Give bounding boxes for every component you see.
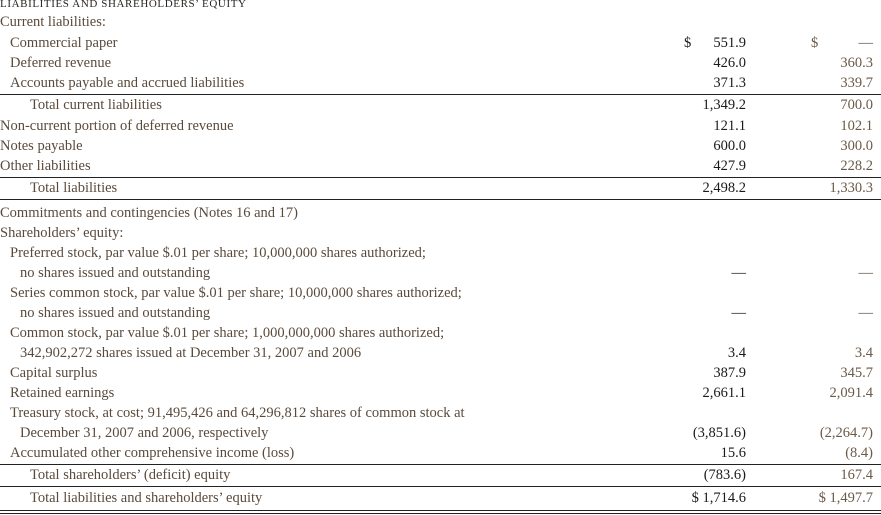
table-row: Other liabilities 427.9 228.2 <box>0 156 881 176</box>
table-row: Total liabilities and shareholders’ equi… <box>0 488 881 508</box>
value-2007: 387.9 <box>713 365 746 381</box>
table-row: Retained earnings 2,661.1 2,091.4 <box>0 383 881 403</box>
value-2006: — <box>858 305 874 321</box>
row-label: Accounts payable and accrued liabilities <box>10 75 245 91</box>
rule-divider <box>0 199 881 200</box>
row-label: no shares issued and outstanding <box>20 265 211 281</box>
value-2006: — <box>858 35 874 51</box>
row-label: Non-current portion of deferred revenue <box>0 118 234 134</box>
rule-divider <box>0 177 881 178</box>
dollar-sign: $ <box>811 35 819 51</box>
value-2006: 228.2 <box>840 158 873 174</box>
value-2007: 1,349.2 <box>702 97 747 113</box>
row-label: Preferred stock, par value $.01 per shar… <box>10 245 426 261</box>
value-2007: 2,498.2 <box>702 180 747 196</box>
value-2007: $ 1,714.6 <box>691 490 746 506</box>
value-2006: 300.0 <box>840 138 873 154</box>
row-label: Total liabilities <box>30 180 118 196</box>
table-row: Total shareholders’ (deficit) equity (783… <box>0 465 881 485</box>
value-2006: 360.3 <box>840 55 873 71</box>
value-2007: 121.1 <box>713 118 746 134</box>
row-label: Total shareholders’ (deficit) equity <box>30 467 231 483</box>
value-2006: 3.4 <box>854 345 873 361</box>
rule-divider <box>0 510 881 511</box>
row-label: Common stock, par value $.01 per share; … <box>10 325 445 341</box>
table-row: no shares issued and outstanding — — <box>0 263 881 283</box>
value-2006: 339.7 <box>840 75 873 91</box>
value-2007: — <box>731 305 747 321</box>
table-row: Common stock, par value $.01 per share; … <box>0 323 881 343</box>
value-2006: 167.4 <box>840 467 873 483</box>
row-label: Capital surplus <box>10 365 98 381</box>
value-2007: 15.6 <box>720 445 746 461</box>
row-label: Commercial paper <box>10 35 118 51</box>
value-2006: — <box>858 265 874 281</box>
table-row: Accounts payable and accrued liabilities… <box>0 73 881 93</box>
rule-divider <box>0 513 881 514</box>
row-label: Total liabilities and shareholders’ equi… <box>30 490 263 506</box>
dollar-sign: $ <box>684 35 692 51</box>
row-label: Commitments and contingencies (Notes 16 … <box>0 205 299 221</box>
value-2007: 371.3 <box>713 75 746 91</box>
row-label: Other liabilities <box>0 158 91 174</box>
table-row: 342,902,272 shares issued at December 31… <box>0 343 881 363</box>
row-label: no shares issued and outstanding <box>20 305 211 321</box>
value-2007: 3.4 <box>727 345 746 361</box>
rule-divider <box>0 94 881 95</box>
row-label: Shareholders’ equity: <box>0 225 124 241</box>
table-row: Accumulated other comprehensive income (… <box>0 443 881 463</box>
table-row: Commercial paper 551.9 — $ $ <box>0 33 881 53</box>
row-label: Treasury stock, at cost; 91,495,426 and … <box>10 405 465 421</box>
value-2007: 426.0 <box>713 55 746 71</box>
value-2007: (3,851.6) <box>692 425 746 441</box>
table-row: Series common stock, par value $.01 per … <box>0 283 881 303</box>
value-2006: (8.4) <box>845 445 873 461</box>
row-label: Current liabilities: <box>0 14 106 30</box>
table-row: Total liabilities 2,498.2 1,330.3 <box>0 178 881 198</box>
value-2006: 2,091.4 <box>829 385 874 401</box>
table-row: no shares issued and outstanding — — <box>0 303 881 323</box>
row-label: Notes payable <box>0 138 83 154</box>
value-2006: $ 1,497.7 <box>818 490 873 506</box>
table-row: December 31, 2007 and 2006, respectively… <box>0 423 881 443</box>
table-row: Preferred stock, par value $.01 per shar… <box>0 243 881 263</box>
rule-divider <box>0 464 881 465</box>
value-2006: 345.7 <box>840 365 873 381</box>
row-label: Total current liabilities <box>30 97 162 113</box>
value-2007: 427.9 <box>713 158 746 174</box>
value-2007: (783.6) <box>703 467 746 483</box>
table-row: Shareholders’ equity: <box>0 223 881 243</box>
table-row: Treasury stock, at cost; 91,495,426 and … <box>0 403 881 423</box>
section-header: LIABILITIES AND SHAREHOLDERS’ EQUITY <box>0 0 247 10</box>
row-label: Series common stock, par value $.01 per … <box>10 285 462 301</box>
row-label: Deferred revenue <box>10 55 112 71</box>
table-row: Commitments and contingencies (Notes 16 … <box>0 203 881 223</box>
table-row: Notes payable 600.0 300.0 <box>0 136 881 156</box>
table-row: Total current liabilities 1,349.2 700.0 <box>0 95 881 115</box>
table-row: Capital surplus 387.9 345.7 <box>0 363 881 383</box>
table-row: Current liabilities: <box>0 12 881 32</box>
table-row: Non-current portion of deferred revenue 1… <box>0 116 881 136</box>
value-2006: 1,330.3 <box>829 180 874 196</box>
row-label: Retained earnings <box>10 385 115 401</box>
value-2007: 2,661.1 <box>702 385 747 401</box>
rule-divider <box>0 486 881 487</box>
value-2006: (2,264.7) <box>819 425 873 441</box>
row-label: Accumulated other comprehensive income (… <box>10 445 295 461</box>
table-row: Deferred revenue 426.0 360.3 <box>0 53 881 73</box>
value-2006: 700.0 <box>840 97 873 113</box>
row-label: December 31, 2007 and 2006, respectively <box>20 425 269 441</box>
value-2007: 551.9 <box>713 35 746 51</box>
row-label: 342,902,272 shares issued at December 31… <box>20 345 362 361</box>
value-2007: 600.0 <box>713 138 746 154</box>
value-2007: — <box>731 265 747 281</box>
value-2006: 102.1 <box>840 118 873 134</box>
